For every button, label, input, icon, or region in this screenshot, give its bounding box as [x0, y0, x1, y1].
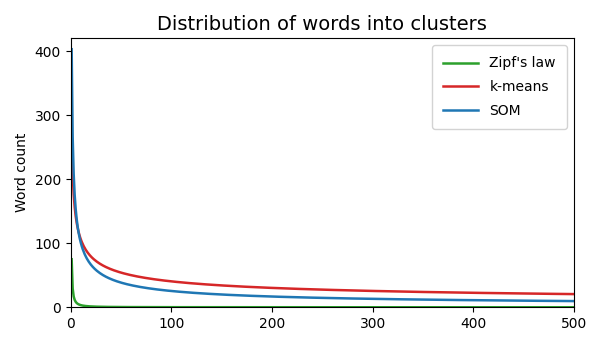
k-means	[68, 126, 75, 130]
SOM	[309, 295, 317, 300]
k-means	[340, 288, 347, 292]
Zipf's law	[340, 305, 347, 309]
SOM	[367, 297, 374, 301]
Y-axis label: Word count: Word count	[15, 133, 29, 212]
SOM	[306, 295, 314, 300]
Zipf's law	[480, 305, 487, 309]
k-means	[306, 287, 314, 291]
Title: Distribution of words into clusters: Distribution of words into clusters	[157, 15, 487, 34]
Zipf's law	[367, 305, 374, 309]
SOM	[558, 299, 565, 303]
Line: Zipf's law: Zipf's law	[72, 259, 574, 307]
k-means	[558, 292, 565, 296]
Zipf's law	[306, 305, 314, 309]
SOM	[340, 296, 347, 300]
Line: k-means: k-means	[72, 128, 574, 294]
Zipf's law	[309, 305, 317, 309]
k-means	[309, 287, 317, 291]
k-means	[570, 292, 577, 296]
SOM	[570, 299, 577, 303]
Zipf's law	[570, 305, 577, 309]
SOM	[68, 47, 75, 51]
k-means	[367, 289, 374, 293]
Zipf's law	[68, 257, 75, 261]
Zipf's law	[558, 305, 565, 309]
SOM	[480, 298, 487, 302]
k-means	[480, 291, 487, 295]
Line: SOM: SOM	[72, 49, 574, 301]
Legend: Zipf's law, k-means, SOM: Zipf's law, k-means, SOM	[432, 45, 567, 129]
